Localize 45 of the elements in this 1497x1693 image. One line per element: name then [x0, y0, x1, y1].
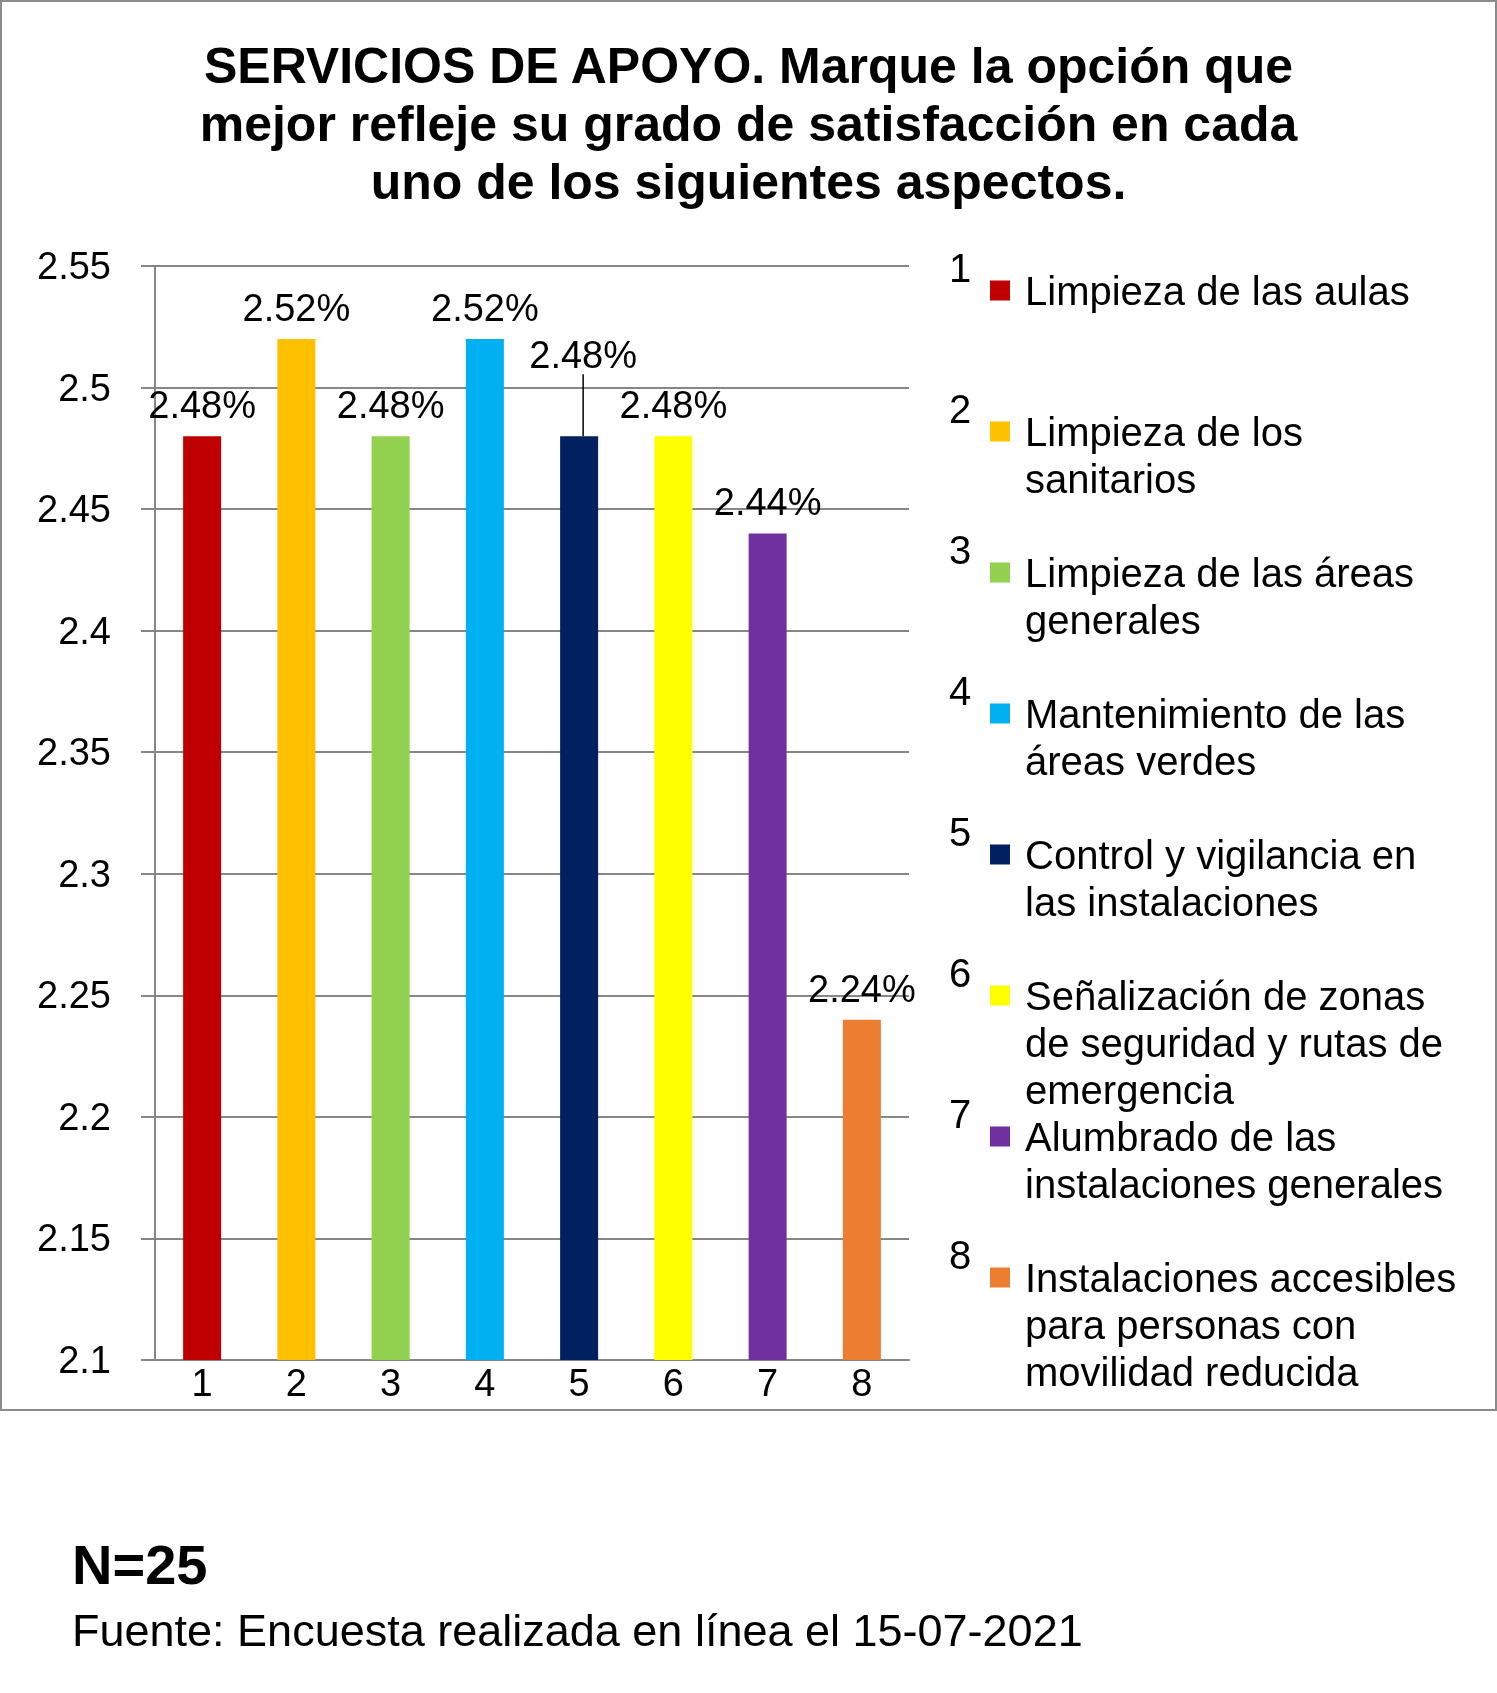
data-label: 2.48%	[619, 384, 728, 427]
x-tick-label: 1	[191, 1362, 213, 1404]
y-tick-label: 2.4	[58, 609, 111, 652]
category-label: 7	[949, 1092, 972, 1136]
x-tick-label: 3	[380, 1362, 402, 1404]
category-label: 4	[949, 669, 972, 713]
y-tick-label: 2.1	[58, 1339, 111, 1381]
category-label: 2	[949, 387, 972, 431]
y-tick-label: 2.35	[37, 731, 111, 774]
data-label: 2.52%	[242, 286, 351, 329]
x-tick-label: 8	[851, 1362, 873, 1404]
y-tick-label: 2.5	[58, 366, 111, 409]
data-label: 2.48%	[529, 334, 637, 377]
legend-label: Limpieza de las aulas	[1025, 268, 1410, 313]
legend-label: Señalización de zonas de seguridad y rutas de emergencia	[1025, 973, 1444, 1112]
y-tick-label: 2.25	[37, 974, 111, 1017]
y-tick-label: 2.3	[58, 852, 111, 895]
category-label: 3	[949, 528, 972, 572]
data-label: 2.48%	[336, 384, 445, 427]
x-tick-label: 5	[568, 1362, 590, 1404]
legend-label: Control y vigilancia en las instalaciones	[1025, 832, 1417, 924]
legend-label: Mantenimiento de las áreas verdes	[1025, 691, 1406, 783]
x-tick-label: 2	[285, 1362, 307, 1404]
category-label: 5	[949, 810, 972, 854]
source-note: Fuente: Encuesta realizada en línea el 15-07-2021	[72, 1604, 1083, 1658]
legend-label: Limpieza de los sanitarios	[1025, 409, 1303, 501]
category-label: 1	[949, 246, 972, 290]
category-label: 8	[949, 1233, 972, 1277]
data-label: 2.48%	[148, 384, 256, 427]
x-tick-label: 7	[757, 1362, 779, 1404]
legend-label: Limpieza de las áreas generales	[1025, 550, 1415, 642]
x-tick-label: 4	[474, 1362, 496, 1404]
y-tick-label: 2.55	[37, 245, 111, 287]
y-tick-label: 2.45	[37, 488, 111, 531]
data-label: 2.24%	[808, 967, 916, 1010]
text: N=25	[72, 1533, 208, 1597]
chart-title: SERVICIOS DE APOYO. Marque la opción que mejor refleje su grado de satisfacción en cada uno de los siguientes aspectos.	[199, 38, 1299, 210]
data-label: 2.52%	[431, 286, 539, 329]
y-tick-label: 2.2	[58, 1095, 111, 1138]
y-tick-label: 2.15	[37, 1217, 111, 1260]
category-label: 6	[949, 951, 972, 995]
legend-label: Alumbrado de las instalaciones generales	[1025, 1114, 1444, 1206]
data-label: 2.44%	[713, 481, 822, 524]
x-tick-label: 6	[662, 1362, 684, 1404]
legend-label: Instalaciones accesibles para personas con movilidad reducida	[1025, 1255, 1457, 1394]
